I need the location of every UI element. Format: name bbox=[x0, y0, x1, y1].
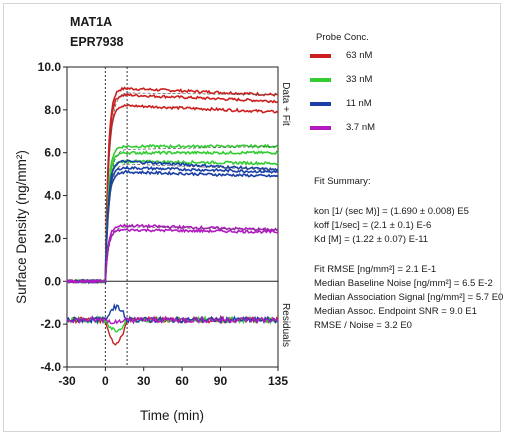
legend-swatch-33nm bbox=[310, 78, 331, 82]
y-tick-label: 4.0 bbox=[44, 189, 61, 203]
legend-label: 11 nM bbox=[346, 98, 372, 109]
y-axis-title: Surface Density (ng/mm²) bbox=[14, 150, 29, 304]
x-tick-label: 60 bbox=[175, 374, 189, 388]
fit-kon-line: kon [1/ (sec M)] = (1.690 ± 0.008) E5 bbox=[314, 206, 469, 217]
fit-kd-line: Kd [M] = (1.22 ± 0.07) E-11 bbox=[314, 234, 429, 245]
figure-frame bbox=[3, 3, 501, 432]
header-line1: MAT1A bbox=[70, 15, 112, 29]
y-tick-label: 0.0 bbox=[44, 274, 61, 288]
header-line2: EPR7938 bbox=[70, 35, 124, 49]
x-tick-label: 0 bbox=[102, 374, 109, 388]
legend-swatch-11nm bbox=[310, 102, 331, 106]
residuals-label: Residuals bbox=[280, 303, 291, 347]
legend-swatch-63nm bbox=[310, 54, 331, 58]
legend-swatch-3-7nm bbox=[310, 126, 331, 130]
legend-label: 63 nM bbox=[346, 50, 373, 61]
fit-curve bbox=[105, 92, 279, 282]
residual-trace bbox=[66, 315, 279, 325]
x-axis-title: Time (min) bbox=[140, 408, 204, 423]
y-tick-label: -4.0 bbox=[40, 360, 61, 374]
legend-label: 33 nM bbox=[346, 74, 373, 85]
fit-curve bbox=[105, 163, 279, 282]
x-tick-label: 135 bbox=[268, 374, 288, 388]
sensorgram-trace bbox=[66, 227, 279, 284]
fit-rmse-line: Fit RMSE [ng/mm²] = 2.1 E-1 bbox=[314, 264, 437, 275]
endpoint-snr-line: Median Assoc. Endpoint SNR = 9.0 E1 bbox=[314, 306, 477, 317]
y-tick-label: 2.0 bbox=[44, 231, 61, 245]
x-tick-label: 90 bbox=[214, 374, 228, 388]
x-tick-label: -30 bbox=[58, 374, 76, 388]
fit-curve bbox=[105, 226, 279, 282]
fit-koff-line: koff [1/sec] = (2.1 ± 0.1) E-6 bbox=[314, 220, 432, 231]
legend-title: Probe Conc. bbox=[316, 32, 369, 43]
data-fit-label: Data + Fit bbox=[280, 82, 291, 126]
baseline-noise-line: Median Baseline Noise [ng/mm²] = 6.5 E-2 bbox=[314, 278, 493, 289]
y-tick-label: 8.0 bbox=[44, 103, 61, 117]
x-tick-label: 30 bbox=[137, 374, 151, 388]
y-tick-label: 6.0 bbox=[44, 146, 61, 160]
plot-area: 10.0 8.0 6.0 4.0 2.0 0.0 -2.0 -4.0-30 0 30 60 90 135 bbox=[38, 60, 289, 388]
rmse-noise-line: RMSE / Noise = 3.2 E0 bbox=[314, 320, 412, 331]
legend-panel: Probe Conc. 63 nM 33 nM 11 nM 3.7 nM Fit… bbox=[298, 24, 503, 360]
fit-curve bbox=[105, 145, 278, 282]
fit-summary-title: Fit Summary: bbox=[314, 176, 371, 187]
y-tick-label: -2.0 bbox=[40, 317, 61, 331]
y-tick-label: 10.0 bbox=[38, 60, 62, 74]
legend-label: 3.7 nM bbox=[346, 122, 376, 133]
association-signal-line: Median Association Signal [ng/mm²] = 5.7… bbox=[314, 292, 504, 303]
